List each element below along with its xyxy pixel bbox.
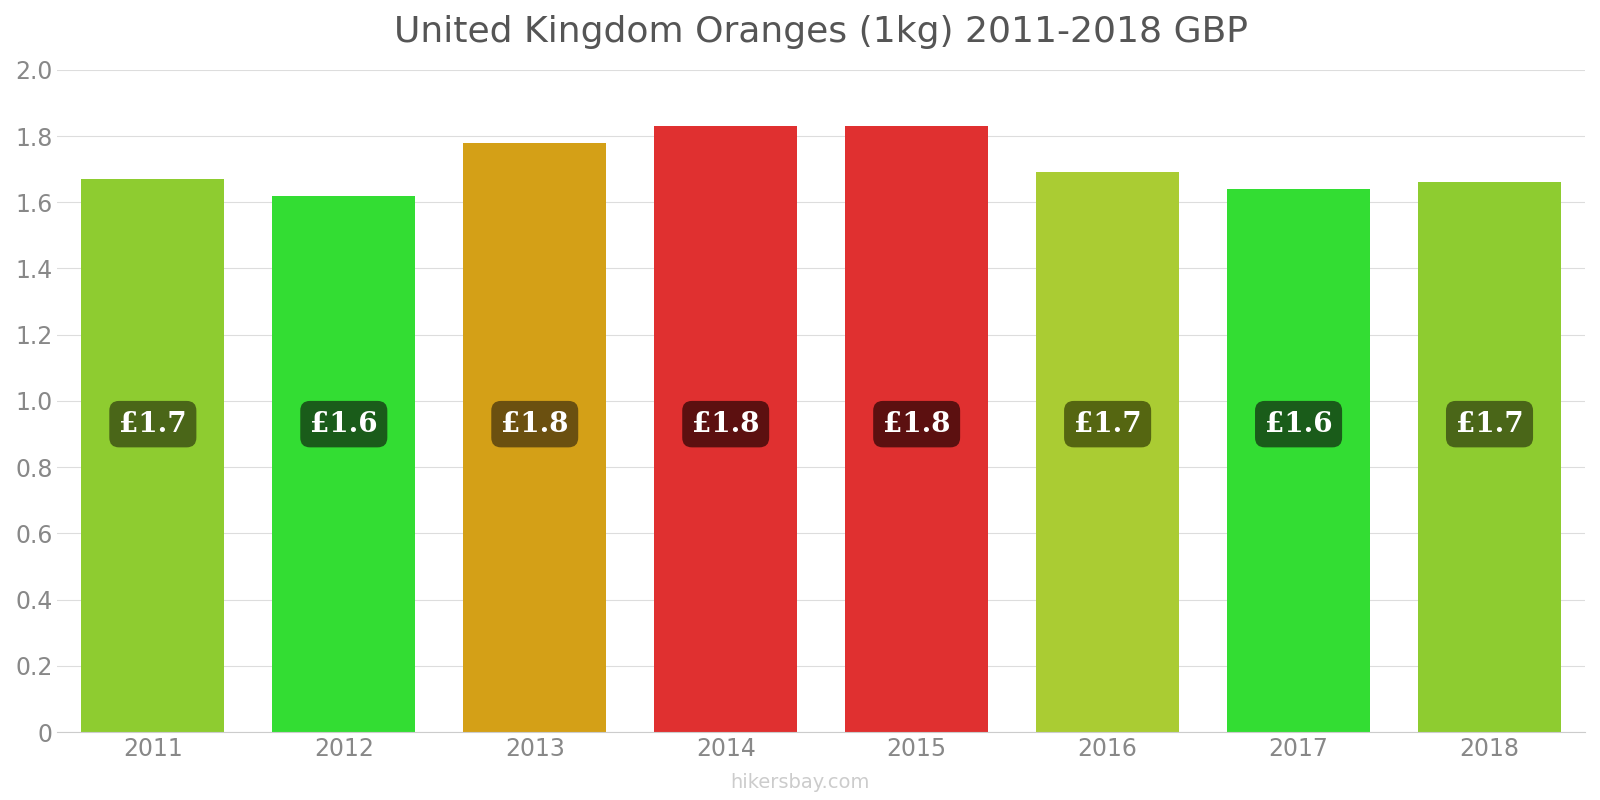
Text: £1.7: £1.7 (1456, 410, 1523, 438)
Bar (845, 126, 989, 732)
Text: £1.8: £1.8 (691, 410, 760, 438)
Bar (272, 196, 416, 732)
Text: £1.7: £1.7 (1074, 410, 1141, 438)
Bar (1037, 173, 1179, 732)
Bar (1227, 189, 1370, 732)
Bar (462, 142, 606, 732)
Text: £1.6: £1.6 (310, 410, 378, 438)
Text: £1.8: £1.8 (501, 410, 568, 438)
Title: United Kingdom Oranges (1kg) 2011-2018 GBP: United Kingdom Oranges (1kg) 2011-2018 G… (394, 15, 1248, 49)
Text: £1.8: £1.8 (883, 410, 950, 438)
Text: £1.7: £1.7 (118, 410, 187, 438)
Bar (82, 179, 224, 732)
Text: £1.6: £1.6 (1264, 410, 1333, 438)
Bar (654, 126, 797, 732)
Text: hikersbay.com: hikersbay.com (730, 773, 870, 792)
Bar (1418, 182, 1562, 732)
